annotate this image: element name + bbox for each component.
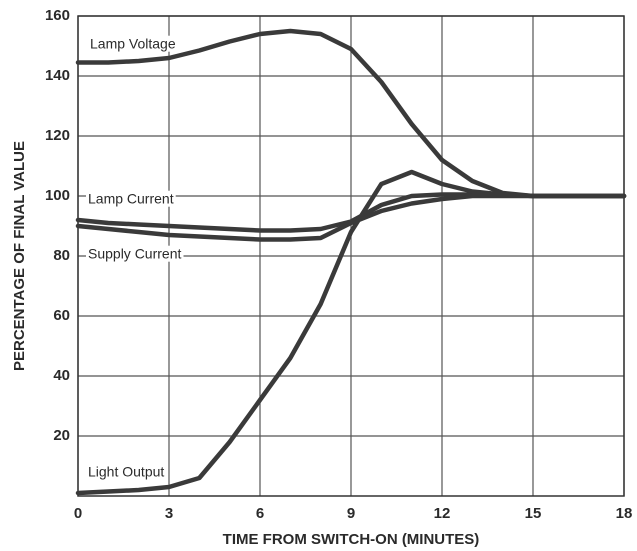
y-tick-label: 140 xyxy=(45,67,70,84)
x-axis-label: TIME FROM SWITCH-ON (MINUTES) xyxy=(223,531,480,548)
x-tick-label: 15 xyxy=(525,505,542,522)
x-tick-label: 18 xyxy=(616,505,633,522)
x-tick-label: 9 xyxy=(347,505,355,522)
y-tick-label: 20 xyxy=(53,427,70,444)
y-tick-label: 40 xyxy=(53,367,70,384)
label-bg xyxy=(86,245,184,262)
label-bg xyxy=(86,463,167,480)
label-bg xyxy=(88,35,178,52)
y-tick-label: 80 xyxy=(53,247,70,264)
series-label: Supply Current xyxy=(88,246,181,262)
y-tick-label: 120 xyxy=(45,127,70,144)
x-tick-label: 6 xyxy=(256,505,264,522)
x-tick-label: 3 xyxy=(165,505,173,522)
series-label: Lamp Current xyxy=(88,191,174,207)
x-tick-label: 12 xyxy=(434,505,451,522)
series-label: Light Output xyxy=(88,464,164,480)
x-tick-label: 0 xyxy=(74,505,82,522)
plot-frame xyxy=(77,15,625,497)
y-tick-label: 100 xyxy=(45,187,70,204)
series-line xyxy=(75,169,627,496)
y-tick-label: 60 xyxy=(53,307,70,324)
y-tick-label: 160 xyxy=(45,7,70,24)
label-bg xyxy=(86,190,176,207)
y-axis-label: PERCENTAGE OF FINAL VALUE xyxy=(11,141,28,371)
series-label: Lamp Voltage xyxy=(90,36,176,52)
